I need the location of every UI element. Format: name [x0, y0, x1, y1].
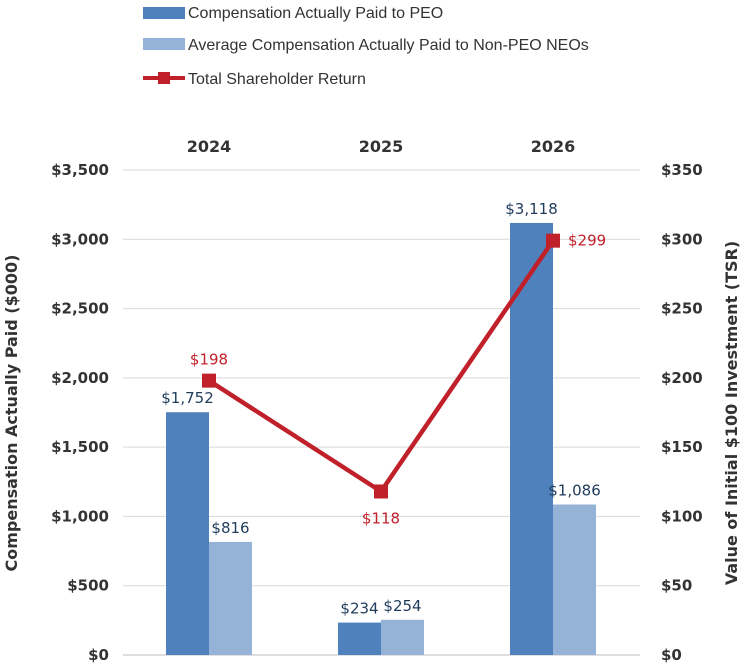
bar-neo-2026 — [553, 504, 596, 655]
legend-label-peo: Compensation Actually Paid to PEO — [188, 5, 443, 22]
tsr-label-2024: $198 — [190, 351, 228, 369]
bar-neo-2025 — [381, 619, 424, 655]
right-tick-label: $250 — [661, 300, 703, 318]
bars — [166, 222, 596, 656]
bar-peo-2025 — [338, 622, 381, 655]
left-tick-label: $3,500 — [51, 161, 109, 179]
right-tick-label: $100 — [661, 507, 703, 525]
legend-label-tsr: Total Shareholder Return — [188, 71, 366, 88]
bar-label-neo-2024: $816 — [211, 519, 249, 537]
bar-label-peo-2024: $1,752 — [161, 389, 214, 407]
legend-label-neo: Average Compensation Actually Paid to No… — [188, 37, 589, 54]
left-tick-label: $500 — [67, 577, 109, 595]
left-tick-label: $1,000 — [51, 507, 109, 525]
bar-neo-2024 — [209, 541, 252, 655]
bar-peo-2026 — [510, 222, 553, 656]
bar-label-peo-2025: $234 — [340, 600, 378, 618]
legend-swatch-neo — [143, 38, 185, 50]
legend: Compensation Actually Paid to PEO Averag… — [143, 5, 589, 88]
tsr-marker-2026 — [546, 233, 560, 248]
bar-labels: $1,752 $816 $234 $254 $3,118 $1,086 — [161, 200, 601, 618]
left-tick-label: $2,000 — [51, 369, 109, 387]
tsr-label-2025: $118 — [362, 509, 400, 527]
category-label-2026: 2026 — [531, 137, 576, 156]
tsr-label-2026: $299 — [568, 232, 606, 250]
tsr-marker-2024 — [202, 373, 216, 388]
category-labels: 2024 2025 2026 — [187, 137, 576, 156]
right-tick-label: $150 — [661, 438, 703, 456]
right-tick-label: $200 — [661, 369, 703, 387]
right-tick-label: $0 — [661, 646, 682, 664]
left-tick-label: $2,500 — [51, 300, 109, 318]
bar-label-neo-2025: $254 — [383, 597, 421, 615]
left-tick-label: $1,500 — [51, 438, 109, 456]
tsr-marker-2025 — [374, 484, 388, 499]
category-label-2024: 2024 — [187, 137, 232, 156]
category-label-2025: 2025 — [359, 137, 404, 156]
right-axis-ticks: $0 $50 $100 $150 $200 $250 $300 $350 — [661, 161, 703, 664]
tsr-series: $198 $118 $299 — [190, 232, 606, 528]
legend-swatch-peo — [143, 7, 185, 19]
left-axis-ticks: $0 $500 $1,000 $1,500 $2,000 $2,500 $3,000 $3,5… — [51, 161, 109, 664]
right-tick-label: $350 — [661, 161, 703, 179]
bar-label-peo-2026: $3,118 — [505, 200, 558, 218]
right-tick-label: $300 — [661, 230, 703, 248]
bar-label-neo-2026: $1,086 — [548, 482, 601, 500]
bar-peo-2024 — [166, 412, 209, 655]
left-axis-title: Compensation Actually Paid ($000) — [2, 255, 21, 572]
left-tick-label: $3,000 — [51, 230, 109, 248]
right-tick-label: $50 — [661, 577, 692, 595]
right-axis-title: Value of Initial $100 Investment (TSR) — [722, 241, 741, 585]
tsr-line — [207, 239, 555, 495]
left-tick-label: $0 — [88, 646, 109, 664]
legend-marker-tsr — [158, 72, 170, 84]
